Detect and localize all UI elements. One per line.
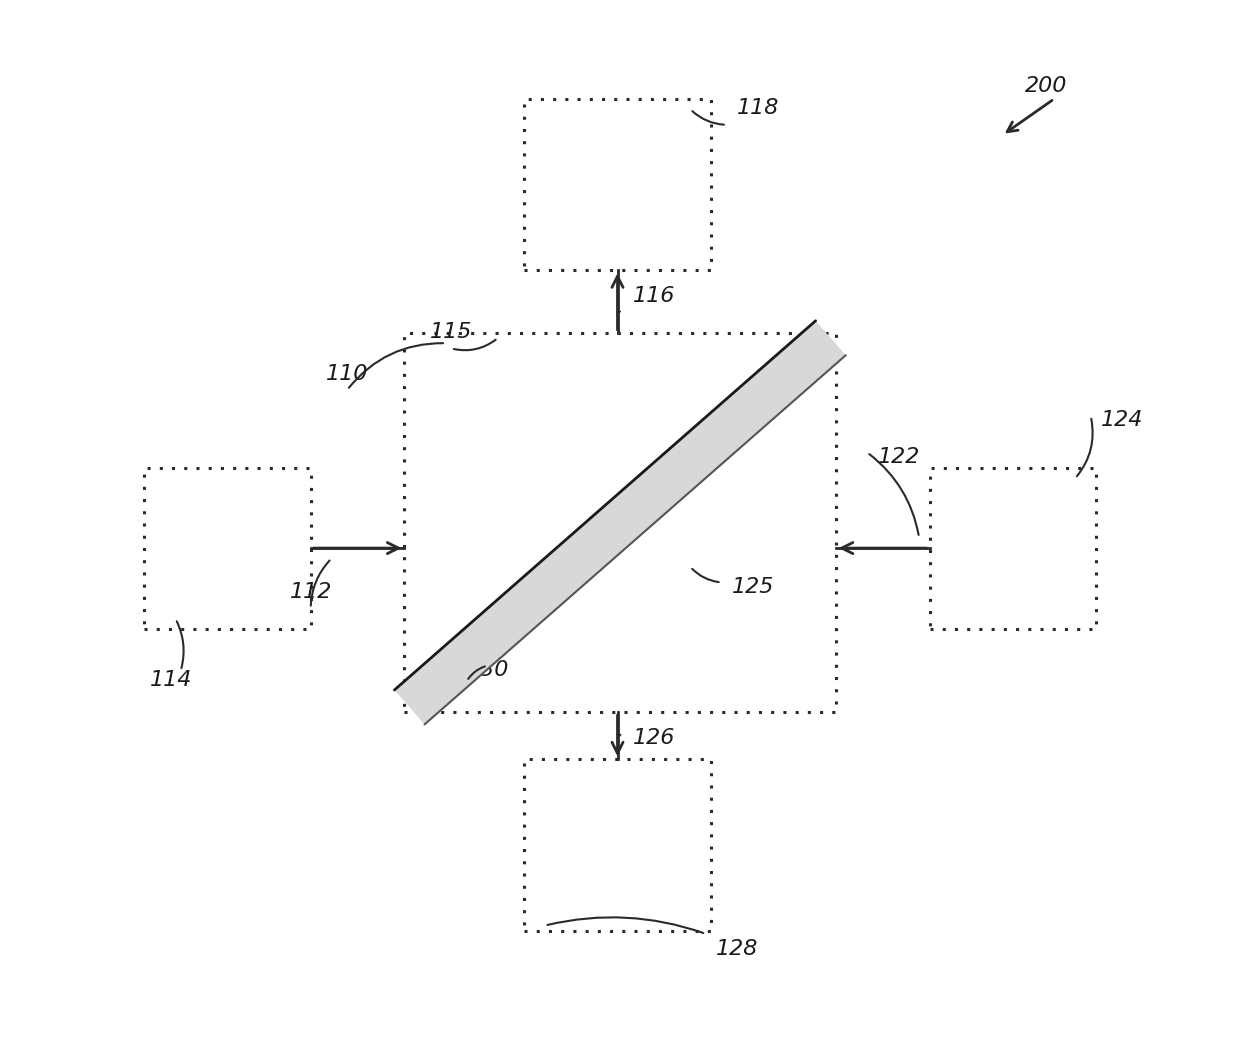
Polygon shape bbox=[394, 320, 846, 725]
Bar bbox=[404, 333, 836, 712]
Bar bbox=[524, 99, 711, 270]
Text: 115: 115 bbox=[430, 322, 473, 342]
Text: 116: 116 bbox=[634, 286, 676, 306]
Bar bbox=[524, 759, 711, 931]
Text: 130: 130 bbox=[467, 660, 509, 680]
Text: 125: 125 bbox=[732, 577, 774, 597]
Text: 112: 112 bbox=[290, 582, 332, 602]
Text: 114: 114 bbox=[149, 671, 191, 691]
Text: 124: 124 bbox=[1102, 411, 1144, 431]
Text: 118: 118 bbox=[737, 99, 779, 119]
Text: 128: 128 bbox=[716, 939, 758, 959]
Bar bbox=[930, 468, 1095, 629]
Text: 126: 126 bbox=[634, 728, 676, 748]
Text: 200: 200 bbox=[1025, 76, 1067, 96]
Bar bbox=[144, 468, 311, 629]
Text: 122: 122 bbox=[878, 447, 920, 467]
Text: 110: 110 bbox=[326, 364, 369, 384]
